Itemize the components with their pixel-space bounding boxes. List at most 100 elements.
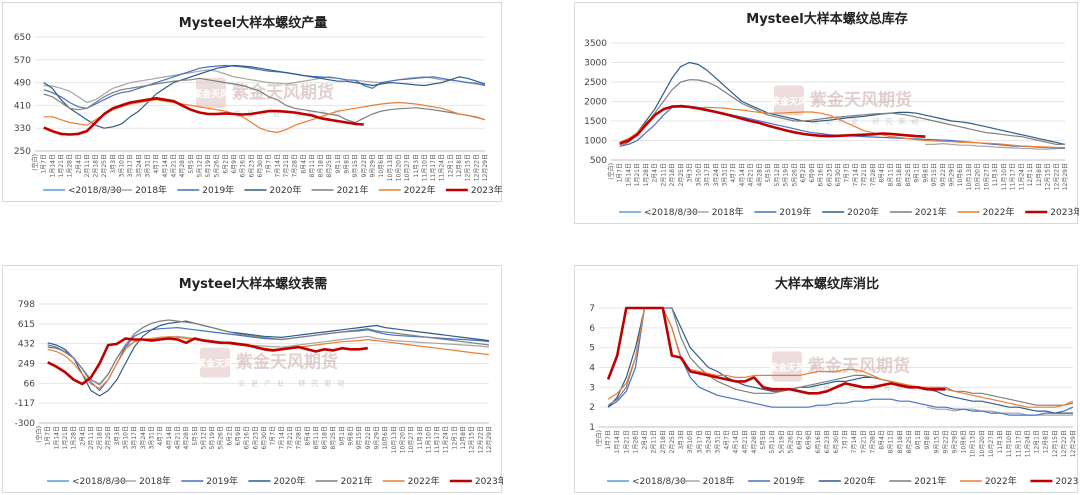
legend-label: 2023年 [471, 184, 503, 196]
x-tick-label: 12月1日 [1034, 430, 1041, 453]
x-tick-label: 10月27日 [988, 430, 995, 457]
x-tick-label: 8月25日 [905, 163, 912, 186]
x-tick-label: 9月1日 [915, 430, 922, 450]
y-tick-label: 2 [589, 403, 595, 413]
x-tick-label: 11月3日 [413, 154, 420, 177]
x-tick-label: 2月18日 [93, 154, 100, 177]
series-line [619, 106, 1065, 149]
x-tick-label: 5月12日 [769, 430, 776, 453]
x-tick-label: 1月14日 [53, 426, 60, 449]
x-tick-label: 1月28日 [632, 430, 639, 453]
x-tick-label: 5月12日 [774, 163, 781, 186]
x-tick-label: 8月11日 [887, 163, 894, 186]
legend-label: 2021年 [914, 475, 946, 487]
x-tick-label: 12月8日 [1036, 163, 1043, 186]
x-tick-label: 7月7日 [842, 430, 849, 450]
x-tick-label: 10月20日 [399, 426, 406, 453]
x-tick-label: 4月7日 [153, 154, 160, 174]
x-tick-label: 5月5日 [765, 163, 772, 183]
x-tick-label: 6月23日 [252, 426, 259, 449]
x-tick-label: 9月1日 [339, 426, 346, 446]
x-tick-label: 5月19日 [783, 163, 790, 186]
x-tick-label: 7月28日 [292, 154, 299, 177]
x-tick-label: 7月7日 [266, 154, 273, 174]
x-tick-label: 3月31日 [145, 154, 152, 177]
y-tick-label: 650 [14, 33, 31, 43]
x-tick-label: 9月15日 [933, 430, 940, 453]
x-tick-label: 4月7日 [724, 430, 731, 450]
x-tick-label: 5月12日 [200, 426, 207, 449]
legend-label: 2020年 [273, 475, 305, 487]
x-tick-label: 6月2日 [797, 430, 804, 450]
x-tick-label: 4月7日 [730, 163, 737, 183]
series-line [619, 104, 926, 145]
x-tick-label: 7月21日 [861, 163, 868, 186]
x-tick-label: 6月9日 [235, 426, 242, 446]
x-tick-label: 6月23日 [826, 163, 833, 186]
x-tick-label: 10月6日 [961, 430, 968, 453]
x-tick-label: 2月4日 [75, 154, 82, 174]
y-tick-label: 4 [589, 364, 595, 374]
legend-label: 2019年 [206, 475, 238, 487]
x-tick-label: 10月13日 [966, 163, 973, 190]
y-tick-label: -117 [15, 399, 35, 409]
x-tick-label: 7月28日 [870, 163, 877, 186]
y-tick-label: 3500 [584, 39, 607, 49]
x-tick-label: 12月15日 [465, 154, 472, 181]
x-tick-label: 3月31日 [149, 426, 156, 449]
x-tick-label: (空白) [595, 430, 603, 447]
y-tick-label: 7 [589, 304, 595, 314]
series-line [43, 99, 486, 134]
x-tick-label: 10月20日 [979, 430, 986, 457]
series-line [619, 104, 1066, 149]
x-tick-label: 8月11日 [888, 430, 895, 453]
x-tick-label: 3月24日 [705, 430, 712, 453]
x-tick-label: 11月10日 [421, 154, 428, 181]
chart-svg-inventory: Mysteel大样本螺纹总库存 500 1000 1500 2000 2500 3000 35… [584, 11, 1079, 218]
x-tick-label: 10月13日 [387, 154, 394, 181]
x-tick-label: 5月5日 [188, 154, 195, 174]
x-tick-label: 2月4日 [642, 430, 649, 450]
legend-label: 2023年 [1050, 206, 1079, 218]
x-tick-label: 11月17日 [434, 426, 441, 453]
x-tick-label: 2月18日 [660, 430, 667, 453]
x-tick-label: 1月21日 [58, 154, 65, 177]
watermark-slogan: 立足产业 研究驱动 [234, 109, 346, 118]
x-tick-label: 2月11日 [651, 430, 658, 453]
x-tick-label: 12月8日 [460, 426, 467, 449]
chart-panel-demand: Mysteel大样本螺纹表需 -300 -117 66 249 432 615 798 紫金天风… [2, 265, 503, 493]
x-tick-label: 11月24日 [1024, 430, 1031, 457]
x-tick-label: 10月27日 [983, 163, 990, 190]
chart-panel-inventory: Mysteel大样本螺纹总库存 500 1000 1500 2000 2500 3000 35… [574, 2, 1079, 224]
x-tick-label: 1月7日 [605, 430, 612, 450]
x-tick-label: 5月26日 [791, 163, 798, 186]
legend-label: <2018/8/30 [644, 208, 698, 218]
x-tick-label: 11月3日 [417, 426, 424, 449]
x-tick-label: 12月29日 [482, 154, 489, 181]
x-tick-label: 1月14日 [625, 163, 632, 186]
x-tick-label: 9月8日 [922, 163, 929, 183]
watermark-seal [200, 347, 230, 378]
y-tick-label: 2000 [584, 98, 607, 108]
x-tick-label: 11月10日 [1006, 430, 1013, 457]
legend-label: 2021年 [337, 184, 369, 196]
x-tick-label: 9月8日 [344, 154, 351, 174]
watermark-slogan: 立足产业 研究驱动 [238, 379, 350, 388]
x-tick-label: 1月28日 [67, 154, 74, 177]
x-tick-label: 9月8日 [348, 426, 355, 446]
y-tick-label: 249 [18, 360, 35, 370]
x-tick-label: 8月4日 [879, 430, 886, 450]
x-tick-label: 8月25日 [326, 154, 333, 177]
watermark-brand: 紫金天风期货 [810, 90, 912, 111]
x-tick-label: 7月14日 [851, 430, 858, 453]
x-tick-label: 7月28日 [869, 430, 876, 453]
chart-svg-demand: Mysteel大样本螺纹表需 -300 -117 66 249 432 615 798 紫金天风… [15, 276, 503, 487]
watermark-seal [196, 78, 226, 108]
x-tick-label: 6月16日 [244, 426, 251, 449]
legend-label: <2018/8/30 [68, 186, 122, 196]
watermark-seal-text: 紫金天风 [193, 88, 229, 100]
x-tick-label: 6月16日 [815, 430, 822, 453]
legend-label: 2019年 [202, 184, 234, 196]
x-tick-label: 3月3日 [110, 154, 117, 174]
x-tick-label: 8月18日 [322, 426, 329, 449]
